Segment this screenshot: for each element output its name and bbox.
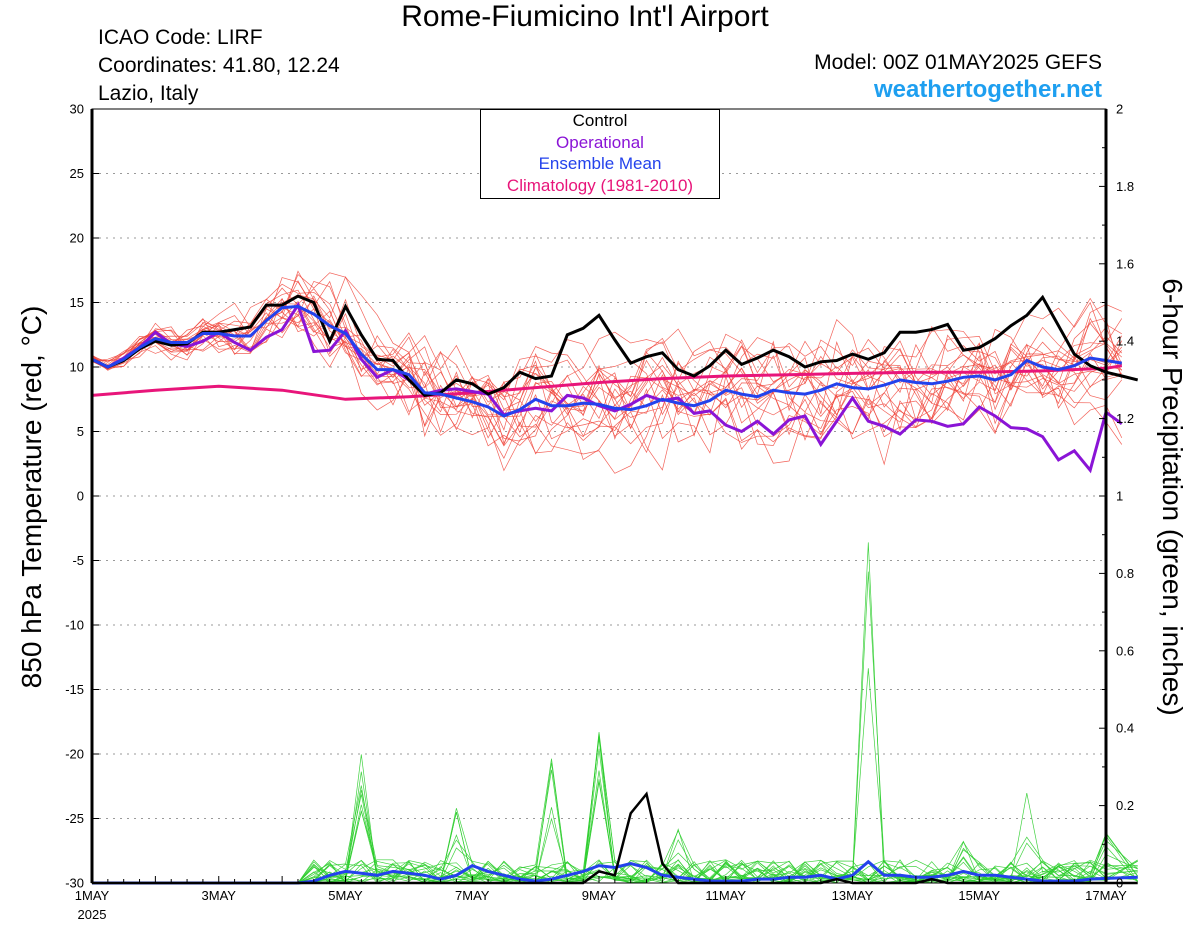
y-tick-label: -30: [65, 876, 84, 891]
ensemble-member-temperature: [91, 277, 1123, 436]
ensemble-member-precipitation: [92, 770, 1138, 884]
legend-ensemble-mean: Ensemble Mean: [538, 154, 662, 173]
series-layer: [91, 294, 1139, 885]
legend-climatology: Climatology (1981-2010): [506, 175, 694, 195]
y-axis-label-right: 6-hour Precipitation (green, inches): [1157, 278, 1188, 716]
series-control: [91, 294, 1139, 398]
series-climatology: [91, 364, 1123, 401]
x-tick-label: 15MAY: [958, 888, 1000, 903]
ensemble-member-precipitation: [92, 668, 1138, 884]
ensemble-member-temperature: [91, 310, 1123, 454]
ensemble-member-precipitation: [92, 762, 1138, 884]
site-link[interactable]: weathertogether.net: [873, 76, 1102, 103]
x-tick-label: 7MAY: [455, 888, 490, 903]
y-axis-label-left: 850 hPa Temperature (red, °C): [16, 305, 47, 689]
ensemble-member-precipitation: [92, 832, 1138, 884]
x-tick-label: 3MAY: [202, 888, 237, 903]
series-precip-mean: [92, 859, 1138, 885]
series-ensemble-mean: [91, 304, 1123, 418]
y2-tick-label: 1.8: [1116, 179, 1134, 194]
ensemble-member-precipitation: [92, 754, 1138, 884]
y-tick-label: 0: [77, 489, 84, 504]
x-tick-label: 11MAY: [705, 888, 746, 903]
y2-tick-label: 1: [1116, 489, 1123, 504]
y-tick-label: 25: [70, 166, 84, 181]
coordinates: Coordinates: 41.80, 12.24: [98, 54, 340, 77]
icao-code: ICAO Code: LIRF: [98, 26, 263, 49]
x-tick-label: 17MAY: [1085, 888, 1127, 903]
y-tick-label: 5: [77, 424, 84, 439]
tick-labels: 302520151050-5-10-15-20-25-3021.81.61.41…: [65, 102, 1134, 923]
ensemble-member-precipitation: [92, 571, 1138, 884]
ensemble-member-precipitation: [92, 748, 1138, 884]
y2-tick-label: 1.2: [1116, 411, 1134, 426]
y2-tick-label: 1.6: [1116, 256, 1134, 271]
ensemble-member-temperature: [91, 297, 1122, 421]
y-tick-label: 30: [70, 102, 84, 117]
y-tick-label: -15: [65, 682, 84, 697]
x-tick-label: 9MAY: [582, 888, 617, 903]
chart-legend: Control Operational Ensemble Mean Climat…: [480, 109, 720, 199]
y-tick-label: 15: [70, 295, 84, 310]
y-tick-label: 10: [70, 360, 84, 375]
ensemble-member-temperature: [91, 276, 1123, 438]
x-tick-label: 1MAY: [75, 888, 110, 903]
ensemble-members-precipitation: [92, 542, 1138, 884]
chart-title: Rome-Fiumicino Int'l Airport: [401, 0, 769, 33]
model-run: Model: 00Z 01MAY2025 GEFS: [814, 51, 1102, 74]
x-tick-label: 5MAY: [328, 888, 363, 903]
ensemble-member-precipitation: [92, 785, 1138, 884]
grid-layer: [92, 173, 1106, 819]
x-tick-label: 13MAY: [832, 888, 874, 903]
legend-control: Control: [572, 111, 628, 130]
y2-tick-label: 2: [1116, 102, 1123, 117]
y2-tick-label: 0.6: [1116, 643, 1134, 658]
y2-tick-label: 1.4: [1116, 334, 1134, 349]
y2-tick-label: 0: [1116, 876, 1123, 891]
ensemble-member-precipitation: [92, 771, 1138, 884]
legend-operational: Operational: [556, 132, 644, 152]
y-tick-label: -25: [65, 811, 84, 826]
ensemble-member-precipitation: [92, 542, 1138, 884]
ensemble-member-temperature: [91, 283, 1122, 435]
y2-tick-label: 0.4: [1116, 721, 1134, 736]
y-tick-label: -20: [65, 747, 84, 762]
y2-tick-label: 0.8: [1116, 566, 1134, 581]
region: Lazio, Italy: [98, 82, 199, 105]
y2-tick-label: 0.2: [1116, 798, 1134, 813]
x-tick-sublabel: 2025: [78, 907, 107, 922]
y-tick-label: -10: [65, 618, 84, 633]
series-operational: [91, 301, 1123, 474]
y-tick-label: 20: [70, 231, 84, 246]
y-tick-label: -5: [72, 553, 84, 568]
